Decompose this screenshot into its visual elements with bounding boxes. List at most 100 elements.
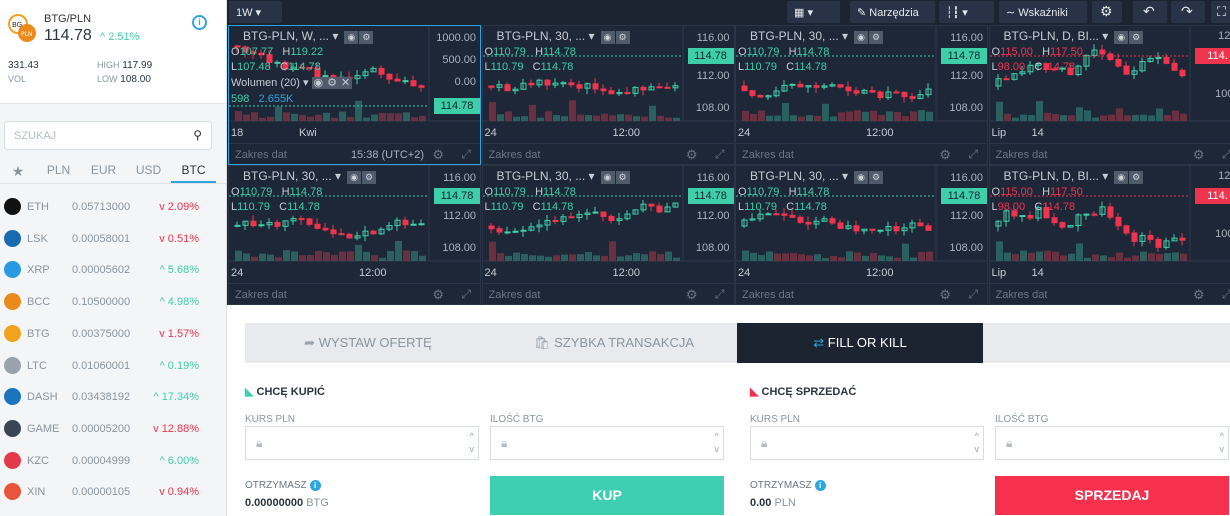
market-tab-btc[interactable]: BTC	[171, 156, 216, 183]
eye-icon[interactable]: ◉	[600, 171, 615, 184]
market-row-bcc[interactable]: BCC 0.10500000 ^ 4.98%	[0, 286, 227, 317]
expand-icon[interactable]: ⤢	[968, 147, 978, 161]
market-row-xrp[interactable]: XRP 0.00005602 ^ 5.68%	[0, 254, 227, 285]
redo-button[interactable]: ↷	[1171, 1, 1205, 23]
stepper-icon[interactable]: ^ v	[469, 431, 475, 454]
chart-panel[interactable]: BTG-PLN, W, ... ▾ ◉ ⚙ O107.77 H119.22 L107…	[228, 25, 481, 165]
chart-panel[interactable]: BTG-PLN, 30, ... ▾ ◉ ⚙ O110.79 H114.78 L11…	[481, 25, 735, 165]
chart-panel[interactable]: BTG-PLN, 30, ... ▾ ◉ ⚙ O110.79 H114.78 L11…	[735, 165, 988, 305]
candlestick-plot[interactable]	[989, 166, 1230, 283]
settings-button[interactable]: ⚙	[1092, 1, 1122, 23]
market-tab-usd[interactable]: USD	[135, 163, 162, 177]
trade-tab-0[interactable]: ➦ WYSTAW OFERTĘ	[245, 323, 491, 363]
candlestick-plot[interactable]	[229, 166, 481, 283]
date-range-button[interactable]: Zakres dat	[488, 149, 541, 161]
candlestick-plot[interactable]	[736, 26, 988, 143]
market-row-ltc[interactable]: LTC 0.01060001 ^ 0.19%	[0, 350, 227, 381]
market-row-eth[interactable]: ETH 0.05713000 v 2.09%	[0, 191, 227, 222]
gear-icon[interactable]: ⚙	[685, 287, 698, 302]
gear-icon[interactable]: ⚙	[869, 31, 884, 44]
sell-button[interactable]: SPRZEDAJ	[995, 476, 1229, 515]
sell-qty-input[interactable]: 🔒︎ ^ v	[995, 426, 1229, 460]
fullscreen-button[interactable]: ⛶	[1211, 1, 1230, 23]
chart-panel[interactable]: BTG-PLN, 30, ... ▾ ◉ ⚙ O110.79 H114.78 L11…	[481, 165, 735, 305]
date-range-button[interactable]: Zakres dat	[742, 289, 794, 301]
trade-tab-2[interactable]: ⇄ FILL OR KILL	[737, 323, 983, 363]
gear-icon[interactable]: ⚙	[939, 287, 951, 302]
market-row-xin[interactable]: XIN 0.00000105 v 0.94%	[0, 476, 227, 507]
candlestick-plot[interactable]	[989, 26, 1230, 143]
buy-rate-input[interactable]: 🔒︎ ^ v	[245, 426, 479, 460]
date-range-button[interactable]: Zakres dat	[742, 149, 794, 161]
undo-button[interactable]: ↶	[1133, 1, 1167, 23]
sell-rate-input[interactable]: 🔒︎ ^ v	[750, 426, 984, 460]
date-range-button[interactable]: Zakres dat	[995, 149, 1048, 161]
search-input[interactable]: SZUKAJ ⚲	[4, 121, 212, 150]
buy-qty-input[interactable]: 🔒︎ ^ v	[490, 426, 724, 460]
gear-icon[interactable]: ⚙	[615, 171, 630, 184]
info-icon[interactable]: i	[309, 480, 321, 491]
gear-icon[interactable]: ⚙	[432, 147, 444, 162]
date-range-button[interactable]: Zakres dat	[488, 289, 541, 301]
expand-icon[interactable]: ⤢	[968, 287, 978, 301]
stepper-icon[interactable]: ^ v	[1219, 431, 1225, 454]
gear-icon[interactable]: ⚙	[325, 77, 340, 89]
indicators-button[interactable]: ∼ Wskaźniki	[999, 1, 1087, 23]
eye-icon[interactable]: ◉	[854, 31, 869, 44]
gear-icon[interactable]: ⚙	[1129, 171, 1144, 184]
tools-button[interactable]: ✎ Narzędzia	[850, 1, 935, 23]
market-row-lsk[interactable]: LSK 0.00058001 v 0.51%	[0, 223, 227, 254]
gear-icon[interactable]: ⚙	[1129, 31, 1144, 44]
eye-icon[interactable]: ◉	[600, 31, 615, 44]
expand-icon[interactable]: ⤢	[714, 147, 725, 161]
buy-button[interactable]: KUP	[490, 476, 724, 515]
market-tab-eur[interactable]: EUR	[90, 163, 117, 177]
info-icon[interactable]: i	[192, 15, 207, 30]
gear-icon[interactable]: ⚙	[615, 31, 630, 44]
gear-icon[interactable]: ⚙	[685, 147, 698, 162]
gear-icon[interactable]: ⚙	[359, 31, 374, 44]
layout-grid-button[interactable]: ▦ ▾	[787, 1, 840, 23]
eye-icon[interactable]: ◉	[1114, 171, 1129, 184]
eye-icon[interactable]: ◉	[311, 77, 326, 89]
candlestick-plot[interactable]	[736, 166, 988, 283]
search-icon[interactable]: ⚲	[193, 128, 202, 142]
info-icon[interactable]: i	[814, 480, 826, 491]
eye-icon[interactable]: ◉	[344, 31, 359, 44]
eye-icon[interactable]: ◉	[347, 171, 362, 184]
market-row-dash[interactable]: DASH 0.03438192 ^ 17.34%	[0, 381, 227, 412]
expand-icon[interactable]: ⤢	[714, 287, 725, 301]
trade-tab-1[interactable]: 🛍︎ SZYBKA TRANSAKCJA	[491, 323, 737, 363]
gear-icon[interactable]: ⚙	[1192, 287, 1205, 302]
gear-icon[interactable]: ⚙	[939, 147, 951, 162]
stepper-icon[interactable]: ^ v	[714, 431, 720, 454]
expand-icon[interactable]: ⤢	[1222, 147, 1230, 162]
favorites-star-icon[interactable]: ★	[11, 163, 25, 179]
chart-panel[interactable]: BTG-PLN, 30, ... ▾ ◉ ⚙ O110.79 H114.78 L11…	[228, 165, 481, 305]
eye-icon[interactable]: ◉	[1114, 31, 1129, 44]
chart-type-button[interactable]: ┆┇ ▾	[939, 1, 994, 23]
market-tab-pln[interactable]: PLN	[46, 163, 71, 177]
gear-icon[interactable]: ⚙	[1192, 147, 1205, 162]
stepper-icon[interactable]: ^ v	[974, 431, 980, 454]
date-range-button[interactable]: Zakres dat	[235, 149, 287, 161]
expand-icon[interactable]: ⤢	[461, 287, 471, 301]
gear-icon[interactable]: ⚙	[869, 171, 884, 184]
expand-icon[interactable]: ⤢	[461, 147, 471, 161]
market-row-btg[interactable]: BTG 0.00375000 v 1.57%	[0, 318, 227, 349]
chart-panel[interactable]: BTG-PLN, D, BI... ▾ ◉ ⚙ O115.00 H117.50 L9…	[988, 165, 1230, 305]
date-range-button[interactable]: Zakres dat	[235, 289, 287, 301]
expand-icon[interactable]: ⤢	[1222, 287, 1230, 302]
eye-icon[interactable]: ◉	[854, 171, 869, 184]
date-range-button[interactable]: Zakres dat	[995, 289, 1048, 301]
market-row-game[interactable]: GAME 0.00005200 v 12.88%	[0, 413, 227, 444]
close-icon[interactable]: ✕	[339, 77, 353, 89]
chart-panel[interactable]: BTG-PLN, D, BI... ▾ ◉ ⚙ O115.00 H117.50 L9…	[988, 25, 1230, 165]
candlestick-plot[interactable]	[482, 26, 735, 143]
gear-icon[interactable]: ⚙	[362, 171, 377, 184]
interval-select[interactable]: 1W ▾	[229, 1, 282, 23]
market-row-kzc[interactable]: KZC 0.00004999 ^ 6.00%	[0, 445, 227, 476]
chart-panel[interactable]: BTG-PLN, 30, ... ▾ ◉ ⚙ O110.79 H114.78 L11…	[735, 25, 988, 165]
candlestick-plot[interactable]	[482, 166, 735, 283]
gear-icon[interactable]: ⚙	[432, 287, 444, 302]
